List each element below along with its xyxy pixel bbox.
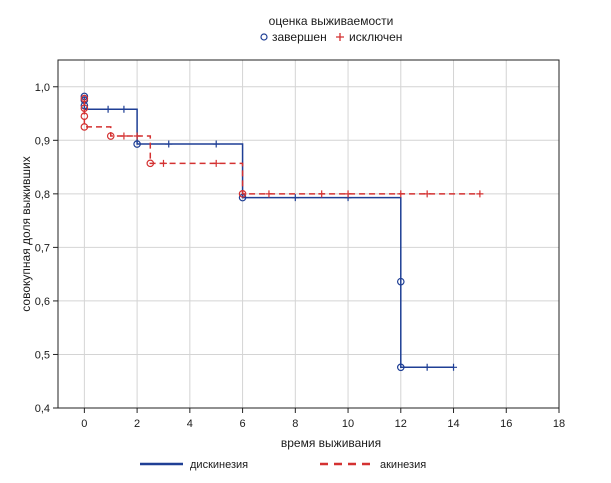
censored-marker <box>104 105 112 113</box>
x-tick-label: 12 <box>395 418 407 430</box>
censored-marker <box>165 140 173 148</box>
y-tick-label: 0,5 <box>35 349 50 361</box>
censored-marker <box>212 140 220 148</box>
censored-marker <box>120 132 128 140</box>
series-legend: дискинезия акинезия <box>140 459 426 471</box>
survival-step-line <box>83 98 480 195</box>
axis-ticks: 0 2 4 6 8 10 12 14 16 18 0,4 0,5 0,6 0,7 0,8 0,9 1,0 <box>35 82 565 430</box>
event-marker <box>146 159 155 168</box>
x-tick-label: 14 <box>447 418 459 430</box>
y-axis-label: совокупная доля выживших <box>19 156 33 311</box>
legend-censored-symbol <box>336 33 344 41</box>
x-tick-label: 0 <box>81 418 87 430</box>
censored-marker <box>450 363 458 371</box>
censored-marker <box>120 105 128 113</box>
y-tick-label: 0,6 <box>35 296 50 308</box>
x-tick-label: 18 <box>553 418 565 430</box>
survival-step-line <box>83 96 454 369</box>
y-tick-label: 0,9 <box>35 135 50 147</box>
x-tick-label: 6 <box>240 418 246 430</box>
legend-event-label: завершен <box>272 30 327 44</box>
censored-marker <box>423 363 431 371</box>
y-tick-label: 1,0 <box>35 82 50 94</box>
y-tick-label: 0,8 <box>35 189 50 201</box>
event-marker <box>80 112 89 121</box>
legend-label-series-1: дискинезия <box>190 459 248 471</box>
x-tick-label: 8 <box>292 418 298 430</box>
censored-marker <box>291 194 299 202</box>
marker-legend: завершен исключен <box>260 30 402 44</box>
x-axis-label: время выживания <box>281 436 381 450</box>
x-tick-label: 10 <box>342 418 354 430</box>
censored-marker <box>212 159 220 167</box>
x-tick-label: 16 <box>500 418 512 430</box>
legend-censored-label: исключен <box>349 30 402 44</box>
event-marker <box>80 123 89 131</box>
censored-marker <box>318 190 326 198</box>
x-tick-label: 2 <box>134 418 140 430</box>
event-marker <box>396 277 405 286</box>
plot-frame <box>57 59 560 409</box>
x-tick-label: 4 <box>187 418 193 430</box>
censored-marker <box>476 190 484 198</box>
legend-event-symbol <box>260 33 268 41</box>
censored-marker <box>397 190 405 198</box>
event-marker <box>80 94 89 103</box>
censored-marker <box>133 132 141 140</box>
censored-marker <box>344 190 352 198</box>
legend-label-series-2: акинезия <box>380 459 426 471</box>
event-marker <box>133 140 141 148</box>
censored-marker <box>423 190 431 198</box>
series-2 <box>80 94 484 198</box>
y-tick-label: 0,4 <box>35 403 50 415</box>
grid-lines <box>58 60 560 409</box>
event-marker <box>238 190 247 198</box>
event-marker <box>80 104 89 112</box>
y-tick-label: 0,7 <box>35 242 50 254</box>
chart-title: оценка выживаемости <box>269 14 394 28</box>
censored-marker <box>265 190 273 198</box>
event-marker <box>396 363 405 372</box>
censored-marker <box>159 159 167 167</box>
event-marker <box>106 132 115 140</box>
